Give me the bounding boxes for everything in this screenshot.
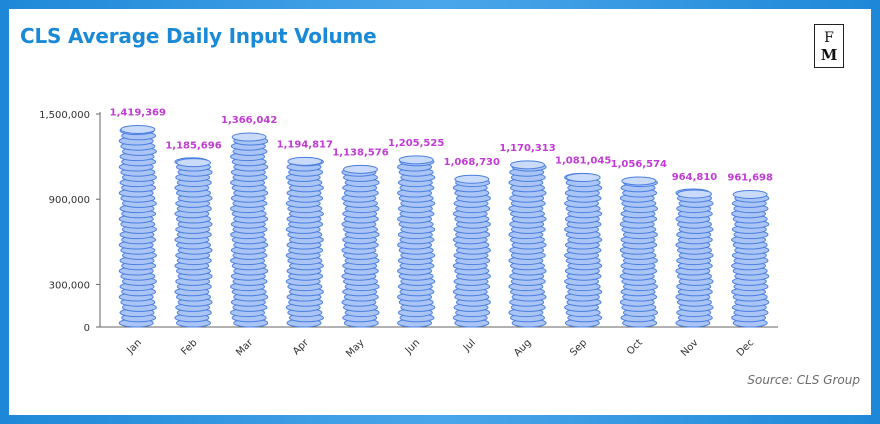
data-label: 1,081,045 — [555, 155, 611, 166]
x-tick-label: Mar — [234, 337, 256, 359]
coin-top — [343, 164, 378, 174]
data-label: 1,170,313 — [499, 143, 555, 154]
bar — [675, 188, 714, 328]
coin-top — [398, 155, 434, 165]
x-tick-label: Dec — [735, 337, 756, 358]
logo-letter-m: M — [820, 46, 838, 64]
y-tick-label: 300,000 — [49, 280, 90, 291]
x-tick-label: Aug — [512, 337, 534, 359]
y-axis: 0 300,000 900,000 1,500,000 — [39, 110, 101, 334]
data-label: 1,366,042 — [221, 115, 277, 126]
x-tick-label: Jul — [461, 337, 478, 354]
data-labels: 1,419,369 1,185,696 1,366,042 1,194,8171,13… — [110, 107, 773, 183]
data-label: 964,810 — [672, 172, 718, 183]
bar — [731, 189, 770, 328]
bar — [619, 176, 658, 328]
coin-top — [732, 189, 768, 199]
data-label: 1,419,369 — [110, 107, 166, 118]
coin-top — [287, 156, 323, 166]
bars — [118, 124, 770, 328]
chart-title: CLS Average Daily Input Volume — [20, 24, 377, 48]
data-label: 961,698 — [727, 172, 773, 183]
x-tick-label: Sep — [568, 337, 589, 358]
x-axis: Jan Feb Mar Apr May Jun Jul Aug Sep Oct Nov Dec — [100, 326, 778, 360]
y-tick-label: 1,500,000 — [39, 110, 90, 121]
coin-top — [510, 160, 545, 170]
x-tick-label: May — [344, 337, 366, 359]
data-label: 1,056,574 — [611, 159, 667, 170]
data-label: 1,138,576 — [332, 147, 388, 158]
data-label: 1,205,525 — [388, 138, 444, 149]
bar — [452, 174, 491, 328]
data-label: 1,068,730 — [444, 157, 500, 168]
source-note: Source: CLS Group — [747, 373, 860, 387]
coin-top — [565, 172, 601, 182]
bar — [285, 156, 324, 328]
x-tick-label: Nov — [679, 337, 701, 359]
coin-top — [677, 189, 712, 199]
bar — [508, 160, 547, 328]
x-tick-label: Apr — [291, 337, 312, 358]
fm-logo: F M — [814, 24, 844, 68]
data-label: 1,185,696 — [165, 141, 221, 152]
x-tick-label: Oct — [625, 337, 645, 357]
bar — [397, 155, 436, 328]
y-tick-label: 900,000 — [49, 195, 90, 206]
bar — [118, 124, 157, 328]
coin-top — [621, 176, 657, 186]
bar — [230, 132, 269, 328]
y-tick-label: 0 — [84, 323, 90, 334]
bar — [341, 164, 380, 328]
coin-top — [120, 124, 156, 134]
x-tick-label: Jan — [125, 337, 144, 356]
logo-letter-f: F — [824, 30, 834, 46]
data-label: 1,194,817 — [277, 139, 333, 150]
coin-top — [231, 132, 267, 142]
coin-top — [454, 174, 490, 184]
x-tick-label: Jun — [403, 337, 423, 357]
bar — [564, 172, 603, 328]
bar — [174, 157, 213, 328]
coin-top — [176, 158, 211, 168]
x-tick-label: Feb — [179, 337, 199, 357]
